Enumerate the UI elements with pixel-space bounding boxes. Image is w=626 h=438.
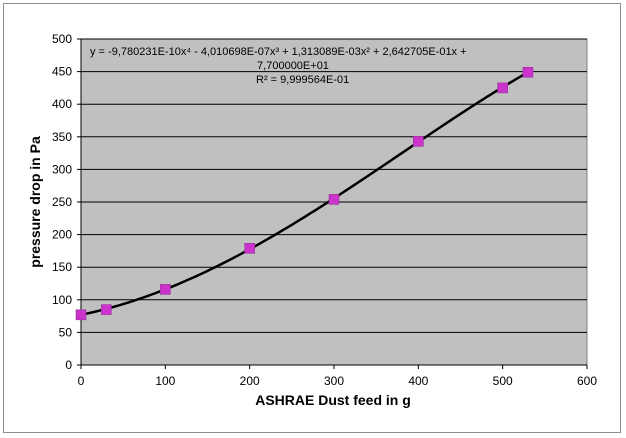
y-tick-label-500: 500 bbox=[52, 32, 72, 46]
x-tick-label-400: 400 bbox=[408, 374, 428, 388]
trendline bbox=[80, 71, 529, 317]
y-axis-title: pressure drop in Pa bbox=[27, 136, 43, 268]
data-point-530 bbox=[522, 66, 534, 78]
data-point-100 bbox=[160, 284, 171, 295]
y-tick-label-450: 450 bbox=[52, 65, 72, 79]
data-points bbox=[75, 66, 534, 321]
tick-labels: 0 50 100 150 200 250 300 350 400 450 500 0 100 200 300… bbox=[52, 32, 597, 388]
y-tick-label-350: 350 bbox=[52, 130, 72, 144]
x-tick-label-600: 600 bbox=[577, 374, 597, 388]
data-point-500 bbox=[497, 82, 508, 94]
y-tick-label-250: 250 bbox=[52, 195, 72, 209]
y-tick-label-200: 200 bbox=[52, 228, 72, 242]
gridlines bbox=[81, 38, 587, 333]
x-tick-label-0: 0 bbox=[78, 374, 85, 388]
trendline-r-squared: R² = 9,999564E-01 bbox=[256, 74, 349, 86]
trendline-equation-line-2: 7,700000E+01 bbox=[257, 60, 329, 72]
data-point-0 bbox=[75, 309, 87, 321]
data-point-400 bbox=[413, 136, 424, 147]
data-point-200 bbox=[244, 242, 255, 254]
data-point-30 bbox=[101, 304, 112, 315]
x-tick-label-500: 500 bbox=[493, 374, 513, 388]
y-tick-label-100: 100 bbox=[52, 293, 72, 307]
y-tick-label-50: 50 bbox=[59, 325, 73, 339]
x-axis-title: ASHRAE Dust feed in g bbox=[255, 392, 411, 408]
x-tick-label-300: 300 bbox=[324, 374, 344, 388]
y-tick-label-150: 150 bbox=[52, 260, 72, 274]
y-tick-label-0: 0 bbox=[65, 358, 72, 372]
x-tick-label-200: 200 bbox=[240, 374, 260, 388]
y-tick-label-400: 400 bbox=[52, 97, 72, 111]
y-tick-label-300: 300 bbox=[52, 162, 72, 176]
x-tick-label-100: 100 bbox=[155, 374, 175, 388]
data-point-300 bbox=[328, 194, 340, 205]
trendline-equation-line-1: y = -9,780231E-10x⁴ - 4,010698E-07x³ + 1… bbox=[90, 46, 467, 58]
